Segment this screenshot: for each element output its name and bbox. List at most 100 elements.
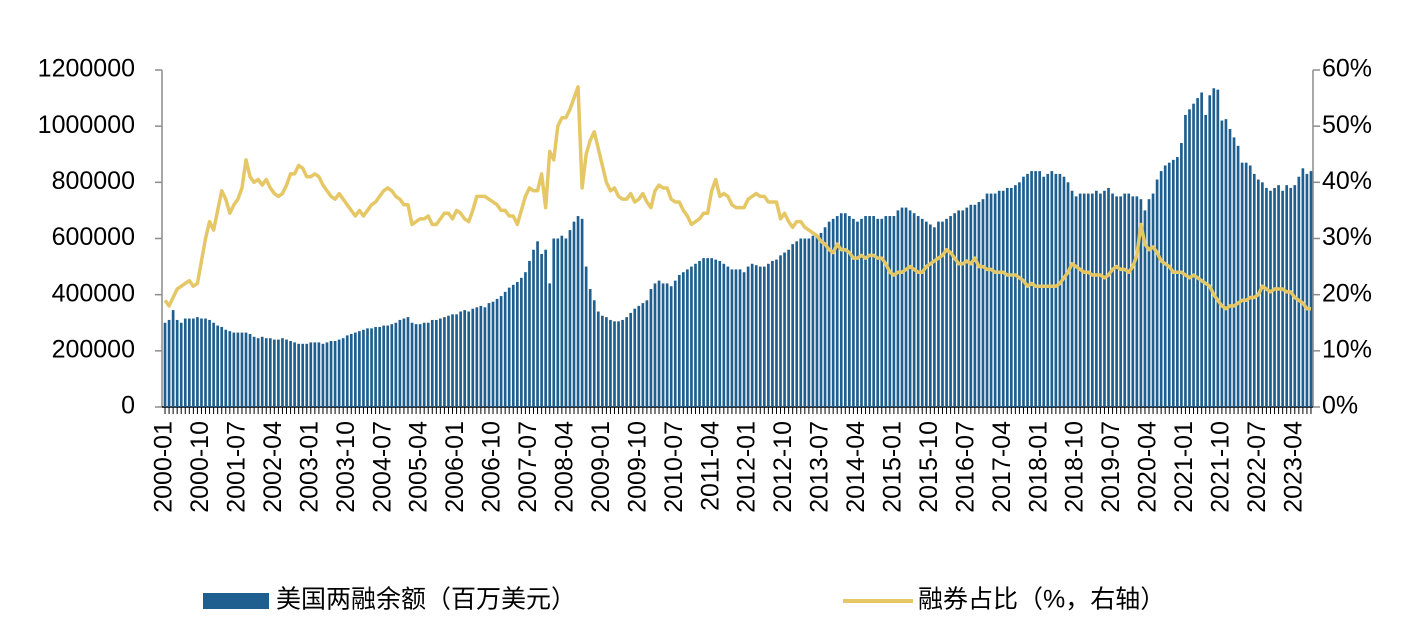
x-tick-label: 2018-10 bbox=[1061, 421, 1089, 513]
bar bbox=[957, 210, 961, 407]
bar bbox=[1070, 190, 1074, 407]
bar bbox=[321, 343, 325, 407]
bar bbox=[317, 342, 321, 407]
bar bbox=[256, 338, 260, 407]
bar bbox=[1176, 157, 1179, 407]
x-tick-label: 2013-07 bbox=[806, 421, 834, 513]
bar bbox=[277, 339, 280, 407]
bar bbox=[985, 193, 989, 407]
bar bbox=[459, 311, 462, 407]
bar bbox=[394, 322, 398, 407]
x-tick-label: 2007-07 bbox=[514, 421, 542, 513]
x-tick-label: 2002-04 bbox=[259, 421, 287, 513]
bar bbox=[1265, 187, 1268, 407]
bar bbox=[507, 287, 511, 407]
bar bbox=[694, 263, 697, 407]
bar bbox=[1143, 210, 1147, 407]
bar bbox=[1188, 109, 1191, 408]
bar bbox=[815, 235, 819, 407]
bar bbox=[831, 218, 835, 407]
bar bbox=[1050, 171, 1054, 407]
bar bbox=[289, 341, 292, 407]
bar bbox=[771, 260, 774, 407]
bar bbox=[973, 204, 977, 407]
bar bbox=[175, 319, 179, 407]
bar bbox=[200, 318, 203, 407]
bar bbox=[1301, 168, 1305, 407]
bar bbox=[908, 210, 912, 407]
bar bbox=[410, 322, 414, 407]
bar bbox=[305, 343, 309, 407]
bar bbox=[941, 221, 944, 407]
bar bbox=[536, 241, 539, 407]
bar bbox=[989, 193, 993, 407]
bar bbox=[997, 190, 1001, 407]
bar bbox=[1074, 196, 1078, 407]
bar bbox=[1022, 176, 1025, 407]
bar bbox=[568, 230, 572, 407]
bar bbox=[398, 319, 402, 407]
x-tick-label: 2000-01 bbox=[150, 421, 178, 513]
bar bbox=[916, 216, 920, 407]
x-tick-label: 2003-10 bbox=[332, 421, 360, 513]
bar bbox=[228, 331, 232, 407]
bar bbox=[848, 216, 851, 407]
x-tick-label: 2015-10 bbox=[915, 421, 943, 513]
bar bbox=[613, 321, 616, 407]
y2-tick-label: 60% bbox=[1322, 55, 1372, 83]
bar bbox=[649, 289, 653, 407]
bar bbox=[1281, 190, 1284, 407]
x-tick-label: 2003-01 bbox=[295, 421, 323, 513]
bar bbox=[633, 308, 637, 407]
bar bbox=[977, 201, 981, 407]
bar bbox=[511, 284, 515, 407]
y-tick-label: 0 bbox=[121, 392, 135, 420]
bar bbox=[767, 263, 770, 407]
bar bbox=[422, 322, 426, 407]
bar bbox=[1269, 190, 1272, 407]
bar bbox=[677, 275, 681, 407]
bar bbox=[827, 221, 831, 407]
bar bbox=[224, 329, 228, 407]
y2-tick-label: 50% bbox=[1322, 111, 1372, 139]
bar bbox=[268, 338, 272, 407]
bar bbox=[382, 325, 386, 407]
bar bbox=[1244, 162, 1248, 407]
bar bbox=[673, 280, 677, 407]
x-tick-label: 2012-01 bbox=[733, 421, 761, 513]
bar bbox=[532, 249, 535, 407]
bar bbox=[718, 260, 722, 407]
bar bbox=[236, 332, 240, 407]
bar bbox=[596, 311, 600, 407]
bar bbox=[309, 342, 313, 407]
bar bbox=[414, 324, 418, 407]
bar bbox=[1228, 128, 1232, 407]
bar bbox=[345, 335, 349, 407]
bar bbox=[920, 218, 924, 407]
x-tick-label: 2011-04 bbox=[696, 421, 724, 511]
bar bbox=[852, 218, 855, 407]
bar bbox=[856, 221, 859, 407]
bar bbox=[1252, 173, 1256, 407]
bar bbox=[900, 207, 904, 407]
bar bbox=[240, 332, 244, 407]
bar bbox=[795, 241, 799, 407]
bar bbox=[1248, 165, 1252, 407]
bar bbox=[439, 318, 442, 407]
bar bbox=[520, 277, 523, 407]
bar bbox=[864, 216, 867, 407]
bar bbox=[544, 249, 547, 407]
bar bbox=[953, 213, 956, 407]
bar bbox=[969, 204, 973, 407]
bar bbox=[402, 318, 406, 407]
bar bbox=[297, 343, 300, 407]
bar bbox=[362, 329, 365, 407]
bar bbox=[588, 289, 592, 407]
bar bbox=[1139, 199, 1143, 407]
bar bbox=[698, 260, 701, 407]
bar bbox=[463, 310, 467, 407]
y-tick-label: 600000 bbox=[52, 223, 135, 251]
bar bbox=[625, 317, 628, 407]
bar bbox=[204, 318, 207, 407]
bar bbox=[576, 216, 580, 407]
